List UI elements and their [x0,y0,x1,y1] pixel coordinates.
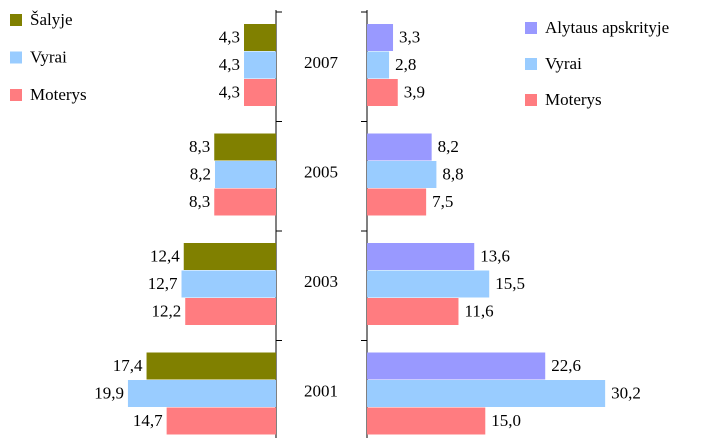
value-label: 14,7 [133,411,163,430]
bar [367,24,394,51]
category-label: 2005 [304,162,338,181]
bar [214,161,276,188]
bar [367,51,390,79]
legend-swatch [10,14,22,26]
bar [367,188,427,216]
value-label: 15,0 [491,411,521,430]
value-label: 19,9 [94,383,124,402]
bar [367,133,432,161]
value-label: 8,3 [189,192,210,211]
value-label: 3,9 [404,82,425,101]
value-label: 17,4 [113,356,143,375]
value-label: 4,3 [219,55,240,74]
bar [146,352,276,380]
bar [367,380,606,407]
value-label: 4,3 [219,27,240,46]
bar [214,133,276,161]
value-label: 8,3 [189,137,210,156]
bar [367,243,475,270]
bar [367,298,459,325]
legend-label: Šalyje [30,10,73,29]
legend-label: Vyrai [30,47,67,66]
category-label: 2007 [304,53,339,72]
legend-label: Moterys [30,85,87,104]
value-label: 12,7 [148,274,178,293]
legend-label: Alytaus apskrityje [545,18,669,37]
bar [244,24,276,51]
value-label: 8,2 [190,164,211,183]
bar [367,407,486,435]
value-label: 7,5 [432,192,453,211]
category-label: 2001 [304,381,338,400]
legend-swatch [10,51,22,64]
legend-label: Moterys [545,90,602,109]
bar [183,243,276,270]
category-label: 2003 [304,272,338,291]
bar [367,352,546,380]
bar [244,51,276,79]
value-label: 12,4 [150,246,180,265]
legend-swatch [525,94,537,106]
value-label: 15,5 [495,274,525,293]
value-label: 13,6 [480,246,510,265]
bar [367,270,490,298]
legend-swatch [525,58,537,70]
value-label: 11,6 [464,301,493,320]
value-label: 4,3 [219,82,240,101]
value-label: 8,8 [442,164,463,183]
value-label: 2,8 [395,55,416,74]
bar [181,270,276,298]
value-label: 22,6 [551,356,581,375]
value-label: 12,2 [151,301,181,320]
bar [367,161,437,188]
value-label: 8,2 [438,137,459,156]
bar [367,79,398,106]
bar [185,298,276,325]
legend-label: Vyrai [545,54,582,73]
bar [244,79,276,106]
value-label: 3,3 [399,27,420,46]
bar [127,380,276,407]
legend-swatch [10,89,22,101]
value-label: 30,2 [611,383,641,402]
bar [214,188,276,216]
legend-swatch [525,22,537,34]
bar [166,407,276,435]
